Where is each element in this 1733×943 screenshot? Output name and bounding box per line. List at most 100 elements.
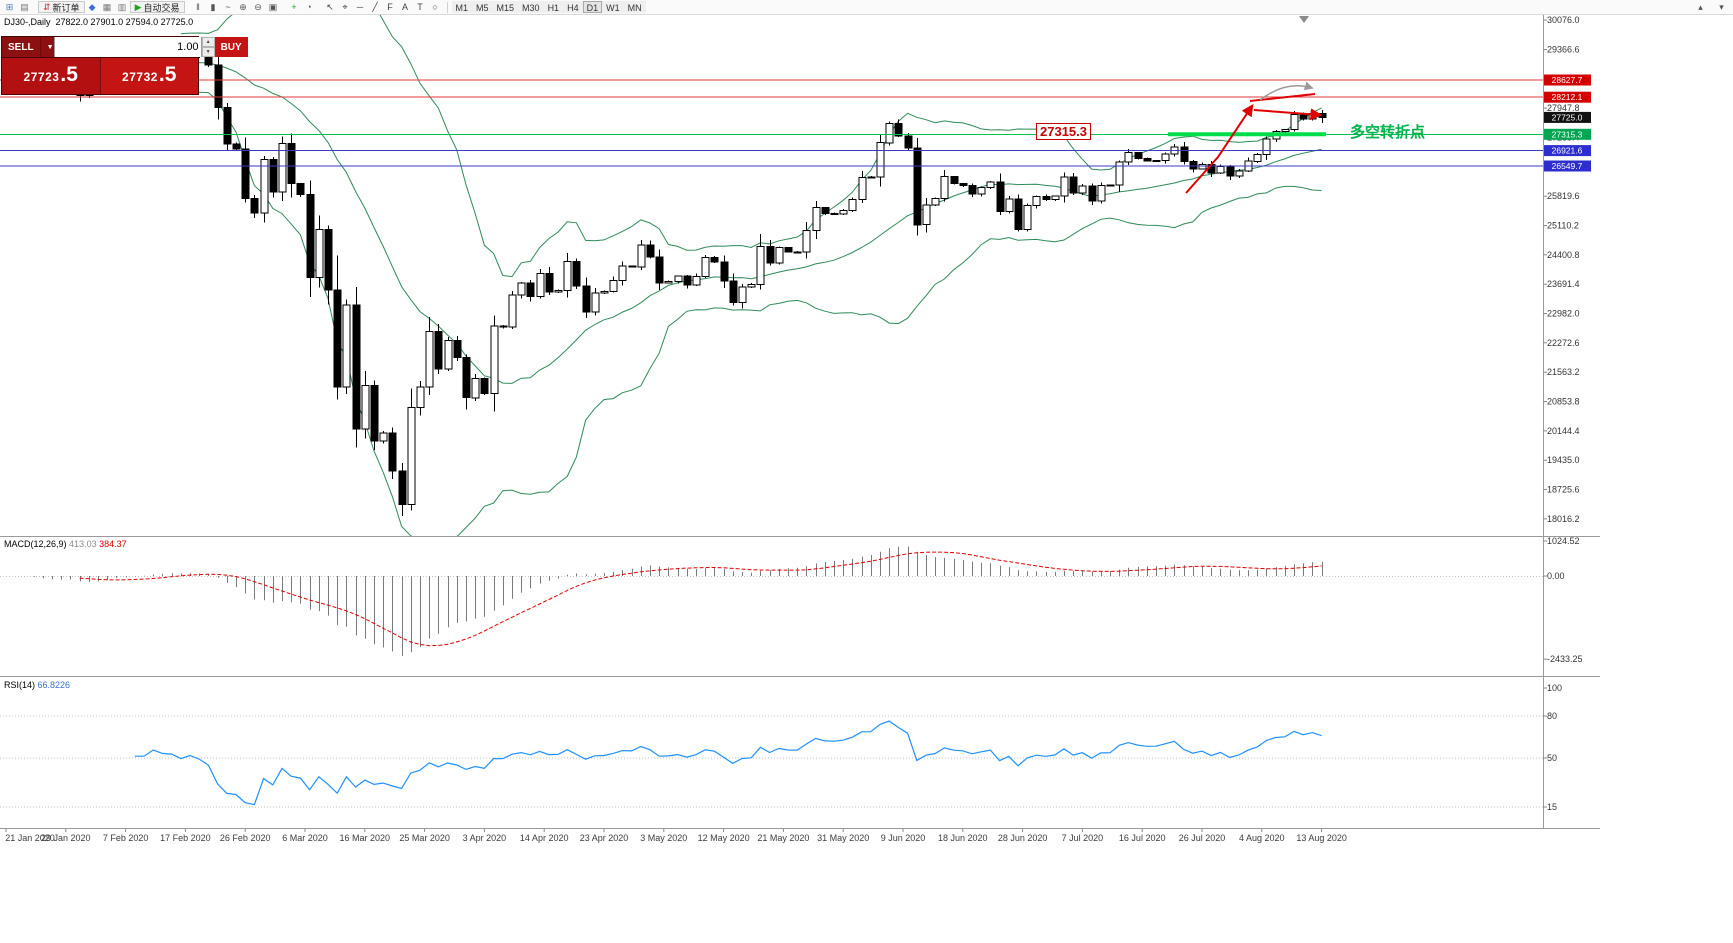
candle-body [582, 285, 591, 313]
candle-body [1032, 195, 1041, 206]
tile-windows-icon[interactable]: ▣ [266, 1, 281, 14]
candle-body [379, 432, 388, 442]
time-tick-label: 23 Apr 2020 [580, 833, 629, 843]
time-tick-label: 12 May 2020 [698, 833, 750, 843]
toolbar: ⊞ ▤ ⇵ 新订单 ◆ ▦ ▥ ▶ 自动交易 ‖ ▮ ~ ⊕ ⊖ ▣ + ◔ ↖ ⌖ ─ ╱ F A T ○ M1 M5 M15 M3… [0, 0, 1733, 15]
shapes-tool-icon[interactable]: ○ [428, 0, 443, 13]
price-tick-label: 24400.8 [1547, 250, 1580, 260]
new-chart-icon[interactable]: ⊞ [2, 1, 17, 14]
buy-price-display[interactable]: 27732 .5 [100, 58, 198, 94]
autotrading-button-label: 自动交易 [143, 2, 180, 13]
time-tick-label: 26 Jul 2020 [1179, 833, 1226, 843]
macd-tick-label: 1024.52 [1547, 536, 1580, 546]
sell-price-display[interactable]: 27723 .5 [2, 58, 101, 94]
axis-price-box-label: 26549.7 [1552, 161, 1583, 171]
volume-input[interactable] [53, 37, 202, 57]
candle-body [563, 260, 572, 291]
candle-body [784, 247, 793, 253]
candle-body [1216, 165, 1225, 174]
timeframe-button-m5[interactable]: M5 [472, 1, 493, 13]
fibo-tool-icon[interactable]: F [383, 0, 398, 13]
crosshair-icon[interactable]: ⌖ [338, 1, 353, 14]
cursor-icon[interactable]: ↖ [323, 1, 338, 14]
candle-body [802, 229, 811, 253]
navigator-icon[interactable]: ▥ [115, 1, 130, 14]
timeframe-button-w1[interactable]: W1 [602, 1, 624, 13]
turning-point-note[interactable]: 多空转折点 [1350, 124, 1426, 141]
bar-chart-icon[interactable]: ‖ [191, 0, 206, 13]
candle-body [434, 330, 443, 370]
price-tick-label: 21563.2 [1547, 367, 1580, 377]
volume-up-icon[interactable]: ▲ [201, 37, 215, 47]
axis-price-box-label: 26921.6 [1552, 146, 1583, 156]
timeframe-button-h1[interactable]: H1 [543, 1, 564, 13]
timeframe-button-d1[interactable]: D1 [582, 1, 603, 13]
hline-tool-icon[interactable]: ─ [353, 0, 368, 13]
autotrading-button[interactable]: ▶ 自动交易 [129, 1, 185, 14]
candle-body [480, 377, 489, 394]
sell-button[interactable]: SELL [2, 37, 40, 57]
price-tick-label: 25110.2 [1547, 221, 1579, 231]
axis-price-box [1544, 74, 1591, 86]
toolbar-overflow-up-icon[interactable]: ▴ [1698, 1, 1703, 12]
trendline-tool-icon[interactable]: ╱ [368, 1, 383, 14]
candle-body [526, 282, 535, 298]
timeframe-button-m1[interactable]: M1 [451, 1, 473, 13]
profiles-icon[interactable]: ▤ [17, 1, 32, 14]
timeframe-button-mn[interactable]: MN [623, 1, 646, 13]
time-tick-label: 7 Jul 2020 [1062, 833, 1104, 843]
candle-body [398, 470, 407, 505]
candle-body [729, 280, 738, 304]
timeframe-button-m15[interactable]: M15 [492, 1, 519, 13]
text-tool-icon[interactable]: A [398, 0, 413, 13]
price-tick-label: 22272.6 [1547, 338, 1580, 348]
buy-button[interactable]: BUY [214, 37, 248, 57]
toolbar-overflow-down-icon[interactable]: ▾ [1719, 1, 1724, 12]
new-order-button[interactable]: ⇵ 新订单 [38, 1, 85, 14]
one-click-trading-panel: SELL ▼ ▲ ▼ BUY 27723 .5 27732 .5 [1, 36, 248, 95]
candle-body [1226, 165, 1235, 177]
market-watch-icon[interactable]: ◆ [85, 1, 100, 14]
data-window-icon[interactable]: ▦ [100, 1, 115, 14]
bollinger-upper [180, 15, 1322, 278]
line-chart-icon[interactable]: ~ [221, 0, 236, 13]
candle-body [793, 251, 802, 254]
candlestick-icon[interactable]: ▮ [206, 1, 221, 14]
zoom-in-icon[interactable]: ⊕ [236, 1, 251, 14]
candle-body [407, 407, 416, 505]
time-tick-label: 21 Jan 2020 [5, 833, 55, 843]
sell-dropdown-icon[interactable]: ▼ [39, 37, 54, 57]
candle-body [1198, 164, 1207, 170]
annotation-arrows[interactable] [1185, 81, 1323, 194]
label-tool-icon: T [417, 1, 423, 12]
label-tool-icon[interactable]: T [413, 0, 428, 13]
candle-body [1088, 185, 1097, 202]
price-tick-label: 22982.0 [1547, 309, 1580, 319]
candle-body [453, 340, 462, 359]
candle-body [683, 275, 692, 286]
indicators-icon[interactable]: + [287, 0, 302, 13]
fibo-tool-icon: F [387, 1, 393, 12]
candle-body [986, 181, 995, 189]
zoom-out-icon[interactable]: ⊖ [251, 1, 266, 14]
candle-body [471, 377, 480, 399]
volume-down-icon[interactable]: ▼ [201, 47, 215, 57]
candle-body [1189, 161, 1198, 170]
chart-shift-marker [1299, 16, 1309, 23]
candle-body [812, 206, 821, 231]
candle-body [591, 292, 600, 313]
candle-body [1051, 195, 1060, 201]
periods-icon[interactable]: ◔ [302, 0, 317, 13]
timeframe-button-m30[interactable]: M30 [518, 1, 544, 13]
candle-body [738, 286, 747, 303]
rsi-name: RSI(14) [4, 680, 36, 690]
support-price-tag[interactable]: 27315.3 [1036, 123, 1091, 140]
timeframe-button-h4[interactable]: H4 [563, 1, 583, 13]
price-tick-label: 20144.4 [1547, 426, 1580, 436]
candle-body [1161, 153, 1170, 162]
time-tick-label: 7 Feb 2020 [103, 833, 149, 843]
candle-body [830, 213, 839, 215]
text-tool-icon: A [401, 1, 408, 12]
